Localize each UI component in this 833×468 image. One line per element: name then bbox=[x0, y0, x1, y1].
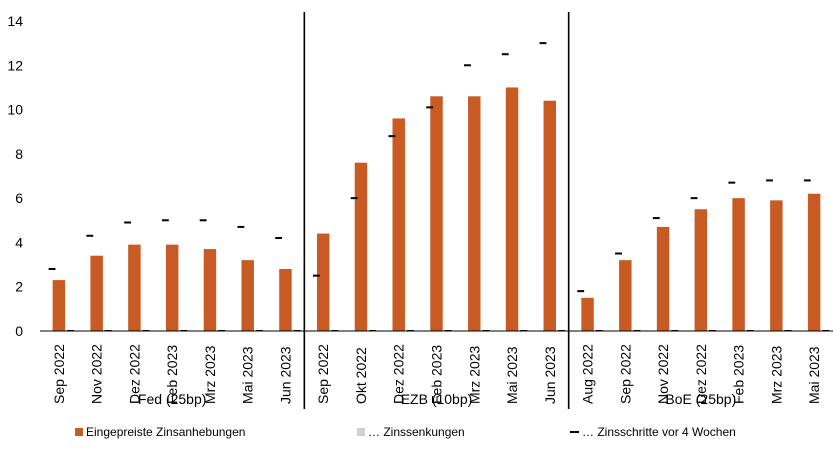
bar-priced-hikes bbox=[468, 96, 481, 332]
bar-priced-hikes bbox=[90, 255, 103, 331]
bar-priced-hikes bbox=[203, 249, 217, 331]
x-tick-label: Okt 2022 bbox=[353, 347, 369, 404]
bar-priced-hikes bbox=[241, 260, 254, 331]
legend-label-priced-cuts: … Zinssenkungen bbox=[368, 425, 465, 439]
legend-swatch-priced-hikes bbox=[75, 428, 83, 436]
marker-four-weeks-ago bbox=[86, 234, 94, 237]
x-tick-label: Mai 2023 bbox=[806, 346, 822, 404]
x-tick-label: Mai 2023 bbox=[240, 346, 256, 404]
y-tick-label: 10 bbox=[7, 102, 23, 118]
x-tick-label: Dez 2022 bbox=[693, 344, 709, 404]
marker-four-weeks-ago bbox=[577, 290, 585, 293]
bar-priced-hikes bbox=[619, 260, 632, 331]
legend-item-priced-hikes: Eingepreiste Zinsanhebungen bbox=[75, 425, 245, 439]
bar-priced-hikes bbox=[732, 198, 745, 331]
group-label: BoE (25bp) bbox=[665, 391, 736, 407]
marker-four-weeks-ago bbox=[464, 64, 471, 67]
legend-label-four-weeks-ago: … Zinsschritte vor 4 Wochen bbox=[582, 425, 736, 439]
x-tick-label: Dez 2022 bbox=[391, 344, 407, 404]
marker-four-weeks-ago bbox=[161, 219, 169, 222]
bar-priced-hikes bbox=[52, 280, 66, 331]
bar-priced-hikes bbox=[543, 100, 557, 331]
x-tick-label: Mrz 2023 bbox=[466, 345, 482, 404]
marker-four-weeks-ago bbox=[350, 197, 358, 200]
marker-four-weeks-ago bbox=[275, 237, 283, 239]
chart-svg: 0 2 4 6 8 10 12 14 Sep 2022 Nov 2022 Dez 2022 Feb 2… bbox=[7, 12, 833, 409]
marker-four-weeks-ago bbox=[388, 135, 396, 138]
bar-priced-hikes bbox=[770, 200, 783, 331]
group-label: EZB (10bp) bbox=[401, 391, 473, 407]
y-tick-label: 6 bbox=[15, 190, 23, 206]
marker-four-weeks-ago bbox=[199, 219, 207, 222]
bar-priced-hikes bbox=[505, 87, 519, 331]
bar-priced-hikes bbox=[694, 209, 708, 331]
y-tick-label: 12 bbox=[7, 57, 23, 73]
legend-swatch-four-weeks-ago bbox=[570, 431, 579, 433]
bar-priced-hikes bbox=[128, 244, 141, 331]
x-tick-label: Mrz 2023 bbox=[202, 345, 218, 404]
marker-four-weeks-ago bbox=[501, 53, 509, 56]
marker-four-weeks-ago bbox=[426, 106, 434, 109]
x-tick-label: Aug 2022 bbox=[580, 344, 596, 404]
x-tick-label: Mrz 2023 bbox=[768, 345, 784, 404]
y-tick-label: 2 bbox=[15, 279, 23, 295]
marker-four-weeks-ago bbox=[237, 225, 245, 228]
marker-four-weeks-ago bbox=[766, 179, 773, 182]
marker-four-weeks-ago bbox=[690, 197, 698, 200]
x-tick-label: Feb 2023 bbox=[164, 345, 180, 404]
bar-priced-hikes bbox=[581, 297, 594, 331]
marker-four-weeks-ago bbox=[803, 179, 811, 182]
y-tick-label: 4 bbox=[15, 234, 23, 250]
bar-priced-hikes bbox=[656, 226, 670, 331]
y-tick-label: 0 bbox=[15, 323, 23, 339]
y-tick-label: 14 bbox=[7, 13, 23, 29]
x-tick-label: Jun 2023 bbox=[277, 346, 293, 404]
bar-priced-hikes bbox=[165, 244, 179, 331]
x-tick-label: Feb 2023 bbox=[429, 345, 445, 404]
marker-four-weeks-ago bbox=[652, 217, 660, 220]
x-tick-label: Jun 2023 bbox=[542, 346, 558, 404]
marker-four-weeks-ago bbox=[615, 252, 622, 255]
marker-four-weeks-ago bbox=[728, 181, 736, 184]
group-label: Fed (25bp) bbox=[138, 391, 206, 407]
marker-four-weeks-ago bbox=[48, 268, 56, 270]
x-tick-label: Nov 2022 bbox=[89, 344, 105, 404]
x-tick-label: Sep 2022 bbox=[315, 344, 331, 404]
marker-four-weeks-ago bbox=[312, 274, 320, 277]
legend-label-priced-hikes: Eingepreiste Zinsanhebungen bbox=[86, 425, 246, 439]
legend-swatch-priced-cuts bbox=[357, 428, 365, 436]
x-tick-label: Dez 2022 bbox=[126, 344, 142, 404]
x-tick-label: Feb 2023 bbox=[731, 345, 747, 404]
bar-priced-hikes bbox=[807, 193, 821, 331]
x-tick-label: Mai 2023 bbox=[504, 346, 520, 404]
marker-four-weeks-ago bbox=[539, 42, 547, 45]
legend-item-priced-cuts: … Zinssenkungen bbox=[357, 425, 465, 439]
x-tick-label: Sep 2022 bbox=[617, 344, 633, 404]
bar-priced-hikes bbox=[354, 162, 368, 331]
x-tick-label: Nov 2022 bbox=[655, 344, 671, 404]
marker-four-weeks-ago bbox=[124, 221, 132, 224]
bar-priced-hikes bbox=[316, 233, 330, 331]
bar-priced-hikes bbox=[430, 96, 443, 332]
bar-priced-hikes bbox=[279, 269, 292, 331]
y-tick-label: 8 bbox=[15, 146, 23, 162]
legend-item-four-weeks-ago: … Zinsschritte vor 4 Wochen bbox=[570, 425, 736, 439]
legend: Eingepreiste Zinsanhebungen … Zinssenkun… bbox=[0, 421, 833, 445]
x-tick-label: Sep 2022 bbox=[51, 344, 67, 404]
bar-priced-hikes bbox=[392, 118, 405, 331]
